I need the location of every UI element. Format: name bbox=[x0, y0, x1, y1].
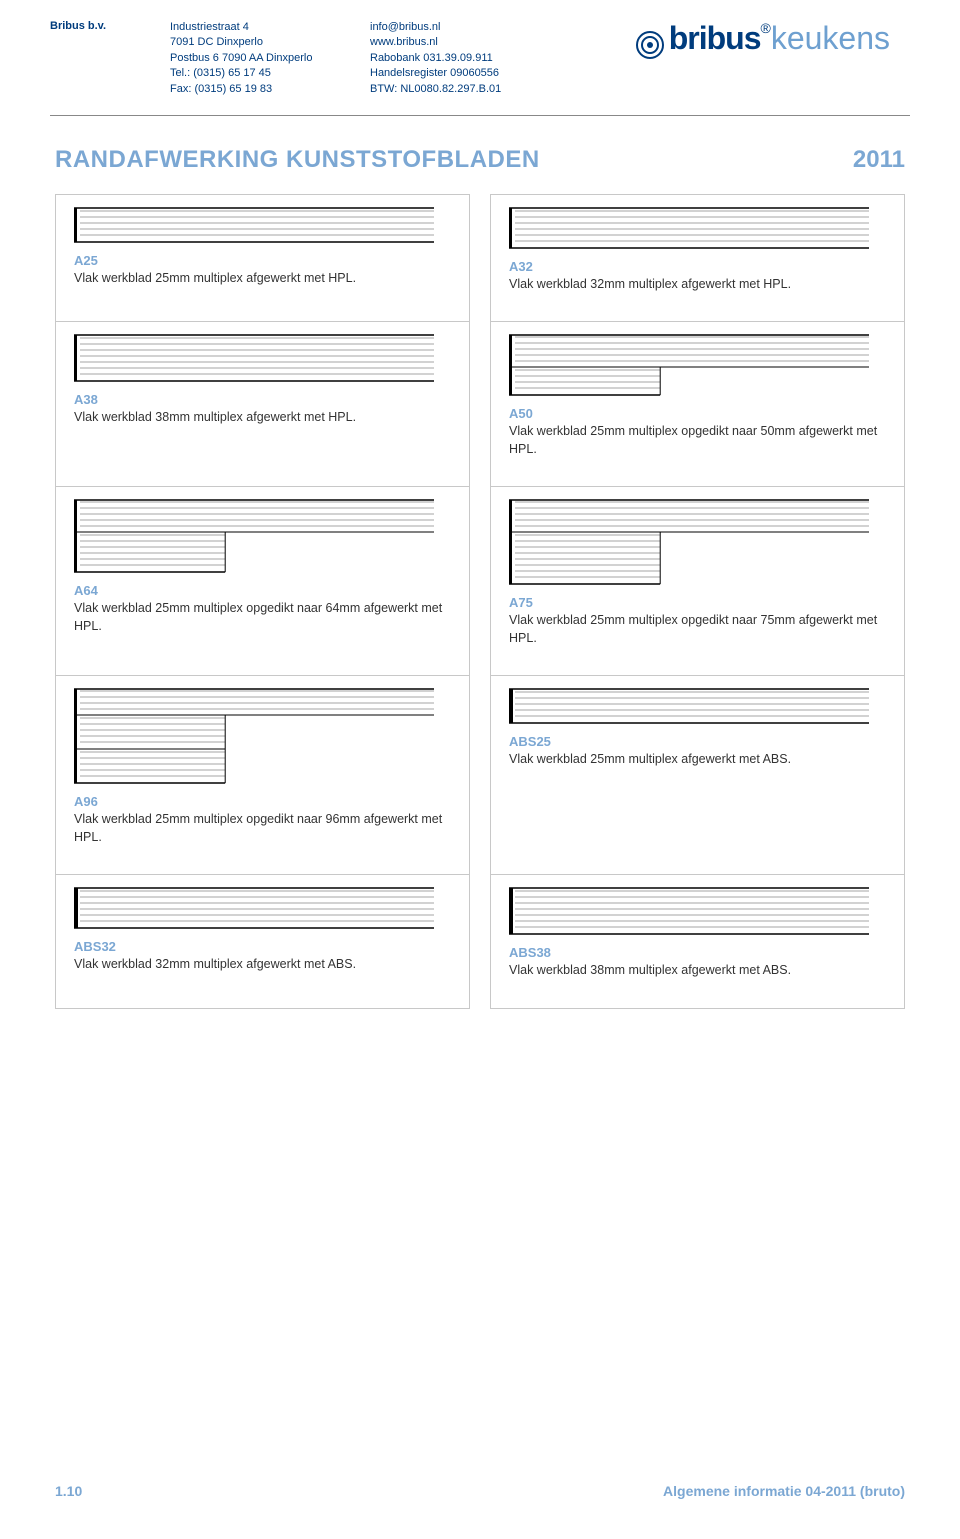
profile-description: Vlak werkblad 25mm multiplex opgedikt na… bbox=[74, 600, 451, 635]
registered-icon: ® bbox=[760, 20, 770, 36]
addr-line: Industriestraat 4 bbox=[170, 20, 370, 35]
contact-line: info@bribus.nl bbox=[370, 20, 570, 35]
logo-icon bbox=[635, 30, 665, 63]
logo-text-bribus: bribus bbox=[669, 20, 761, 56]
profile-diagram bbox=[509, 334, 869, 396]
profile-code: A64 bbox=[74, 583, 451, 598]
profile-diagram bbox=[74, 499, 434, 573]
profile-code: A25 bbox=[74, 253, 451, 268]
contact-line: www.bribus.nl bbox=[370, 35, 570, 50]
profile-description: Vlak werkblad 25mm multiplex opgedikt na… bbox=[509, 612, 886, 647]
profile-cell-a64: A64 Vlak werkblad 25mm multiplex opgedik… bbox=[55, 487, 470, 676]
contact-line: BTW: NL0080.82.297.B.01 bbox=[370, 82, 570, 97]
page-title: RANDAFWERKING KUNSTSTOFBLADEN bbox=[55, 146, 540, 174]
profile-diagram bbox=[509, 688, 869, 724]
profile-diagram bbox=[74, 688, 434, 784]
profile-diagram bbox=[74, 207, 434, 243]
logo-text-keukens: keukens bbox=[771, 20, 890, 56]
contact-line: Rabobank 031.39.09.911 bbox=[370, 51, 570, 66]
profile-cell-abs25: ABS25 Vlak werkblad 25mm multiplex afgew… bbox=[490, 676, 905, 875]
profile-code: A32 bbox=[509, 259, 886, 274]
profile-code: A38 bbox=[74, 392, 451, 407]
profile-description: Vlak werkblad 25mm multiplex afgewerkt m… bbox=[74, 270, 451, 288]
profile-cell-a38: A38 Vlak werkblad 38mm multiplex afgewer… bbox=[55, 322, 470, 487]
contact-block: info@bribus.nl www.bribus.nl Rabobank 03… bbox=[370, 20, 570, 97]
profile-cell-abs38: ABS38 Vlak werkblad 38mm multiplex afgew… bbox=[490, 875, 905, 1009]
profile-cell-a50: A50 Vlak werkblad 25mm multiplex opgedik… bbox=[490, 322, 905, 487]
profile-code: ABS38 bbox=[509, 945, 886, 960]
profile-description: Vlak werkblad 38mm multiplex afgewerkt m… bbox=[74, 409, 451, 427]
profile-code: A75 bbox=[509, 595, 886, 610]
profile-cell-a96: A96 Vlak werkblad 25mm multiplex opgedik… bbox=[55, 676, 470, 875]
profile-description: Vlak werkblad 38mm multiplex afgewerkt m… bbox=[509, 962, 886, 980]
profile-diagram bbox=[509, 207, 869, 249]
profile-diagram bbox=[509, 887, 869, 935]
profile-description: Vlak werkblad 25mm multiplex afgewerkt m… bbox=[509, 751, 886, 769]
footer-info: Algemene informatie 04-2011 (bruto) bbox=[663, 1483, 905, 1499]
profile-code: A50 bbox=[509, 406, 886, 421]
profile-grid: A25 Vlak werkblad 25mm multiplex afgewer… bbox=[0, 194, 960, 1009]
profile-diagram bbox=[74, 334, 434, 382]
address-block: Industriestraat 4 7091 DC Dinxperlo Post… bbox=[170, 20, 370, 97]
company-name: Bribus b.v. bbox=[50, 20, 170, 32]
profile-cell-a75: A75 Vlak werkblad 25mm multiplex opgedik… bbox=[490, 487, 905, 676]
page-header: Bribus b.v. Industriestraat 4 7091 DC Di… bbox=[0, 0, 960, 107]
logo: bribus®keukens bbox=[635, 20, 910, 63]
profile-diagram bbox=[74, 887, 434, 929]
addr-line: Fax: (0315) 65 19 83 bbox=[170, 82, 370, 97]
profile-description: Vlak werkblad 32mm multiplex afgewerkt m… bbox=[74, 956, 451, 974]
profile-cell-a32: A32 Vlak werkblad 32mm multiplex afgewer… bbox=[490, 194, 905, 323]
page-number: 1.10 bbox=[55, 1483, 82, 1499]
addr-line: 7091 DC Dinxperlo bbox=[170, 35, 370, 50]
profile-cell-abs32: ABS32 Vlak werkblad 32mm multiplex afgew… bbox=[55, 875, 470, 1009]
title-row: RANDAFWERKING KUNSTSTOFBLADEN 2011 bbox=[0, 116, 960, 194]
profile-code: ABS25 bbox=[509, 734, 886, 749]
profile-diagram bbox=[509, 499, 869, 585]
page-footer: 1.10 Algemene informatie 04-2011 (bruto) bbox=[55, 1483, 905, 1499]
profile-description: Vlak werkblad 32mm multiplex afgewerkt m… bbox=[509, 276, 886, 294]
profile-description: Vlak werkblad 25mm multiplex opgedikt na… bbox=[74, 811, 451, 846]
addr-line: Postbus 6 7090 AA Dinxperlo bbox=[170, 51, 370, 66]
addr-line: Tel.: (0315) 65 17 45 bbox=[170, 66, 370, 81]
profile-description: Vlak werkblad 25mm multiplex opgedikt na… bbox=[509, 423, 886, 458]
profile-cell-a25: A25 Vlak werkblad 25mm multiplex afgewer… bbox=[55, 194, 470, 323]
year: 2011 bbox=[853, 146, 905, 174]
contact-line: Handelsregister 09060556 bbox=[370, 66, 570, 81]
profile-code: A96 bbox=[74, 794, 451, 809]
profile-code: ABS32 bbox=[74, 939, 451, 954]
